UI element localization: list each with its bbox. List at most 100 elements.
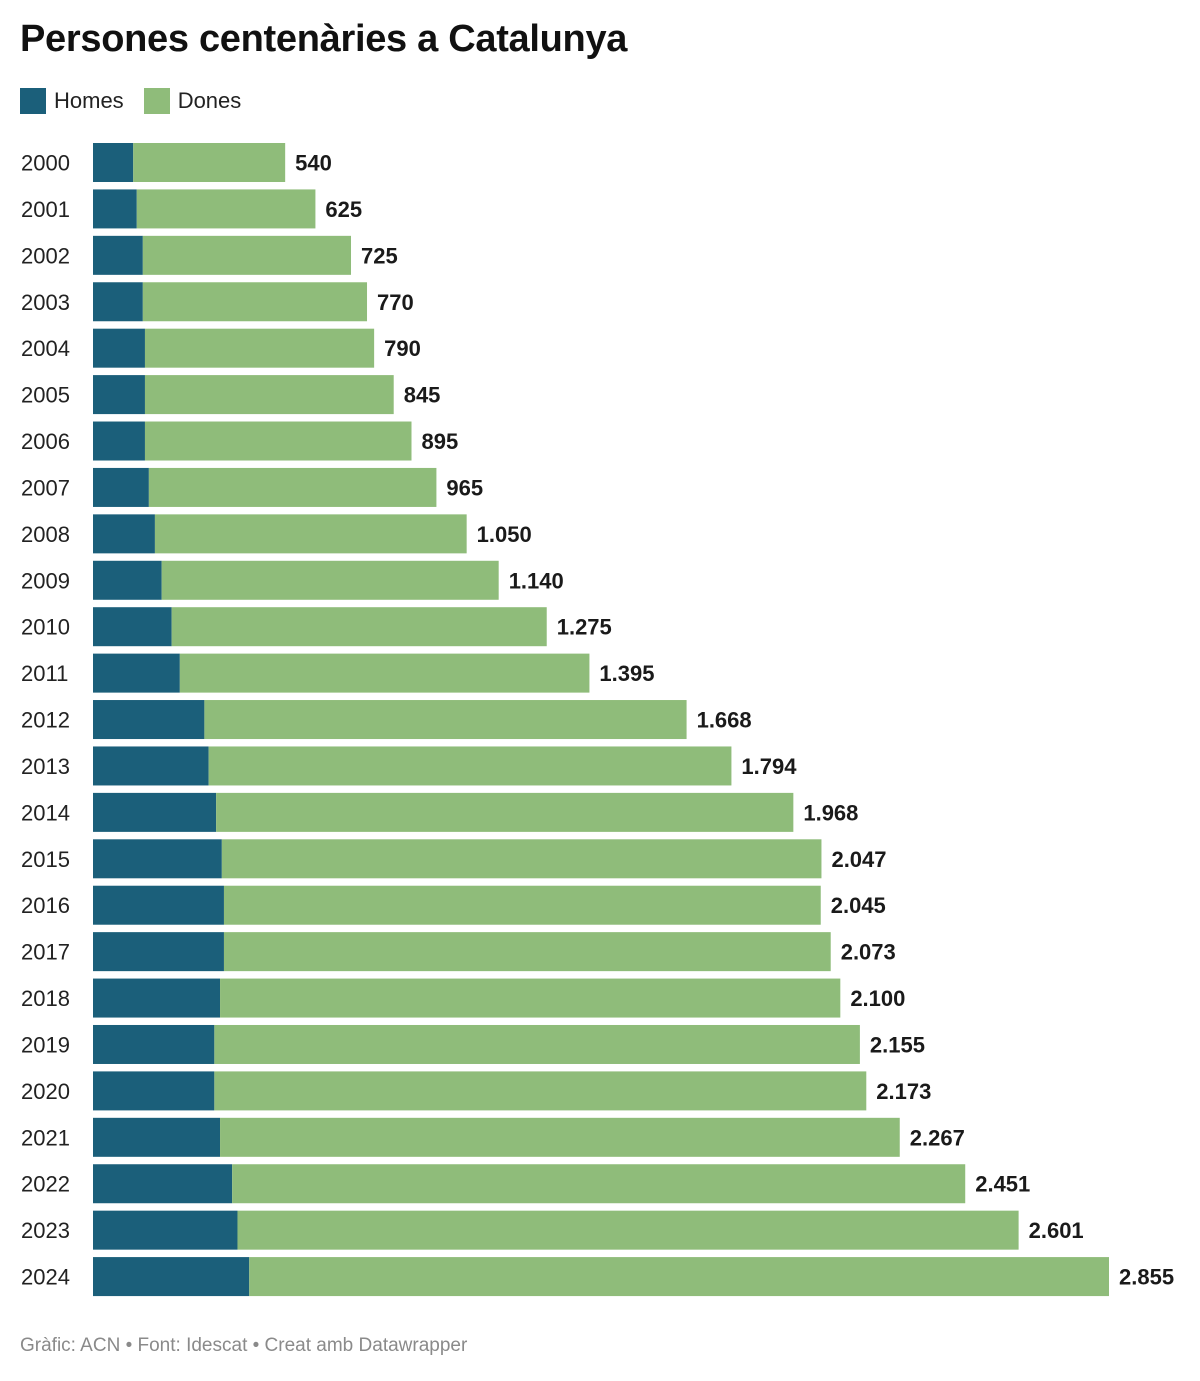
- bar-dones-2006: [144, 421, 412, 461]
- total-label-2008: 1.050: [477, 522, 532, 547]
- bar-dones-2005: [144, 375, 394, 415]
- total-label-2010: 1.275: [557, 615, 612, 640]
- bar-homes-2024: [93, 1257, 250, 1297]
- year-label-2017: 2017: [21, 940, 70, 965]
- bar-homes-2015: [93, 839, 222, 879]
- total-label-2022: 2.451: [975, 1172, 1030, 1197]
- year-label-2019: 2019: [21, 1032, 70, 1057]
- year-label-2002: 2002: [21, 243, 70, 268]
- legend-item-homes: Homes: [20, 88, 124, 114]
- bar-dones-2008: [154, 514, 467, 554]
- year-label-2021: 2021: [21, 1125, 70, 1150]
- bar-homes-2014: [93, 792, 217, 832]
- year-label-2015: 2015: [21, 847, 70, 872]
- total-label-2009: 1.140: [509, 568, 564, 593]
- year-label-2000: 2000: [21, 151, 70, 176]
- bar-homes-2003: [93, 282, 143, 322]
- total-label-2015: 2.047: [831, 847, 886, 872]
- total-label-2018: 2.100: [850, 986, 905, 1011]
- bar-dones-2023: [237, 1210, 1019, 1250]
- total-label-2001: 625: [325, 197, 362, 222]
- bar-dones-2024: [249, 1257, 1109, 1297]
- year-label-2004: 2004: [21, 336, 70, 361]
- total-label-2007: 965: [446, 475, 483, 500]
- bar-homes-2006: [93, 421, 145, 461]
- bar-chart: 2000 540 2001 625 2002 725 2003 770 2004 790 2005 8…: [21, 143, 1174, 1297]
- bar-dones-2019: [214, 1024, 860, 1064]
- total-label-2012: 1.668: [697, 708, 752, 733]
- total-label-2017: 2.073: [841, 940, 896, 965]
- year-label-2016: 2016: [21, 893, 70, 918]
- total-label-2021: 2.267: [910, 1125, 965, 1150]
- year-label-2007: 2007: [21, 475, 70, 500]
- total-label-2011: 1.395: [599, 661, 654, 686]
- bar-dones-2021: [220, 1117, 900, 1157]
- total-label-2014: 1.968: [803, 800, 858, 825]
- bar-dones-2009: [161, 560, 499, 600]
- bar-homes-2012: [93, 700, 205, 740]
- bar-homes-2002: [93, 235, 143, 275]
- bar-dones-2011: [179, 653, 590, 693]
- total-label-2023: 2.601: [1029, 1218, 1084, 1243]
- total-label-2005: 845: [404, 383, 441, 408]
- bar-dones-2016: [223, 885, 821, 925]
- bar-dones-2012: [204, 700, 687, 740]
- year-label-2011: 2011: [21, 661, 68, 686]
- legend-swatch-homes: [20, 88, 46, 114]
- year-label-2018: 2018: [21, 986, 70, 1011]
- footer-credits: Gràfic: ACN • Font: Idescat • Creat amb …: [20, 1335, 468, 1356]
- total-label-2004: 790: [384, 336, 421, 361]
- chart-title: Persones centenàries a Catalunya: [20, 18, 628, 60]
- year-label-2023: 2023: [21, 1218, 70, 1243]
- bar-homes-2009: [93, 560, 162, 600]
- bar-homes-2023: [93, 1210, 238, 1250]
- bar-dones-2020: [214, 1071, 867, 1111]
- bar-dones-2003: [142, 282, 368, 322]
- bar-homes-2001: [93, 189, 137, 229]
- total-label-2002: 725: [361, 243, 398, 268]
- legend-label-homes: Homes: [54, 88, 124, 113]
- bar-dones-2004: [144, 328, 375, 368]
- bar-homes-2018: [93, 978, 221, 1018]
- bar-homes-2019: [93, 1024, 215, 1064]
- bar-dones-2014: [216, 792, 794, 832]
- year-label-2005: 2005: [21, 383, 70, 408]
- bar-dones-2001: [136, 189, 316, 229]
- year-label-2010: 2010: [21, 615, 70, 640]
- total-label-2003: 770: [377, 290, 414, 315]
- legend-item-dones: Dones: [143, 88, 242, 114]
- legend-swatch-dones: [143, 88, 170, 114]
- bar-dones-2017: [223, 932, 831, 972]
- year-label-2014: 2014: [21, 800, 70, 825]
- year-label-2013: 2013: [21, 754, 70, 779]
- total-label-2024: 2.855: [1119, 1265, 1174, 1290]
- bar-homes-2022: [93, 1164, 233, 1204]
- total-label-2016: 2.045: [831, 893, 886, 918]
- bar-homes-2004: [93, 328, 145, 368]
- bar-homes-2016: [93, 885, 224, 925]
- bar-homes-2020: [93, 1071, 215, 1111]
- bar-homes-2005: [93, 375, 145, 415]
- bar-homes-2017: [93, 932, 224, 972]
- legend: Homes Dones: [20, 88, 261, 114]
- bar-dones-2007: [148, 467, 437, 507]
- bar-dones-2018: [220, 978, 841, 1018]
- year-label-2008: 2008: [21, 522, 70, 547]
- bar-homes-2000: [93, 143, 134, 182]
- year-label-2009: 2009: [21, 568, 70, 593]
- bar-dones-2010: [171, 607, 547, 647]
- legend-label-dones: Dones: [177, 88, 242, 113]
- bar-homes-2011: [93, 653, 180, 693]
- year-label-2022: 2022: [21, 1172, 70, 1197]
- year-label-2024: 2024: [21, 1265, 70, 1290]
- bar-dones-2013: [208, 746, 732, 786]
- total-label-2000: 540: [295, 151, 332, 176]
- bar-dones-2002: [142, 235, 352, 275]
- bar-homes-2021: [93, 1117, 221, 1157]
- year-label-2020: 2020: [21, 1079, 70, 1104]
- bar-dones-2015: [221, 839, 822, 879]
- year-label-2003: 2003: [21, 290, 70, 315]
- year-label-2006: 2006: [21, 429, 70, 454]
- total-label-2013: 1.794: [741, 754, 797, 779]
- bar-homes-2010: [93, 607, 172, 647]
